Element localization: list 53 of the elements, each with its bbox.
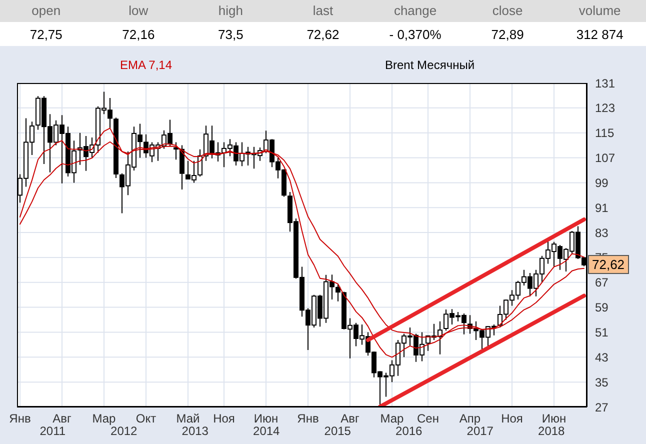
x-tick-label: Ноя [501,412,523,426]
y-tick-label: 115 [595,126,614,140]
text: 2017 [466,424,494,438]
text: close [491,3,524,18]
text: 2011 [38,424,67,438]
y-tick-label: 35 [595,375,609,390]
y-tick-label: 51 [595,325,609,340]
x-tick-label: Мар [380,412,404,426]
x-tick-label: Мар [92,412,116,426]
x-tick-label: Май [176,412,200,426]
chart-title: Brent Месячный [385,58,475,72]
text: - 0,370% [388,27,442,42]
y-tick-label: 131 [595,76,616,90]
annotation: 72,62 [588,254,629,274]
candlestick [180,144,184,190]
y-tick-label: 59 [595,300,609,315]
text: 72,89 [490,27,525,42]
x-tick-label: Авг [52,412,72,426]
x-tick-label: Июн [542,412,566,426]
y-tick-label: 83 [595,226,609,240]
text: 2013 [180,424,210,438]
x-tick-label: Сен [417,412,439,426]
x-tick-label: Июн [254,412,278,426]
text: 312 874 [575,27,624,42]
text: open [30,3,62,18]
y-tick-label: 107 [595,151,616,166]
text: change [392,3,438,18]
text: 72,16 [121,27,156,42]
y-tick-label: 99 [595,176,609,190]
y-tick-label: 27 [595,400,609,414]
y-tick-label: 43 [595,350,609,364]
text: last [312,3,334,18]
x-tick-label: Ноя [213,412,235,426]
x-tick-label: Янв [297,412,319,426]
x-tick-label: Апр [459,412,481,426]
x-tick-label: Окт [136,412,157,426]
text: 2014 [252,424,281,438]
text: 72,62 [306,27,340,42]
y-tick-label: 91 [595,200,609,215]
y-tick-label: 123 [595,101,616,116]
x-tick-label: Янв [9,412,31,426]
text: 72,75 [28,27,64,42]
text: 2018 [537,424,566,438]
text: volume [578,3,622,18]
legend-title: EMA 7,14 [120,58,172,72]
text: 73,5 [217,27,244,42]
text: 2012 [110,424,138,438]
text: 2015 [323,424,352,438]
x-tick-label: Авг [340,412,360,426]
text: 2016 [396,424,424,438]
y-tick-label: 67 [595,276,609,290]
text: high [217,3,244,18]
text: low [128,3,150,18]
